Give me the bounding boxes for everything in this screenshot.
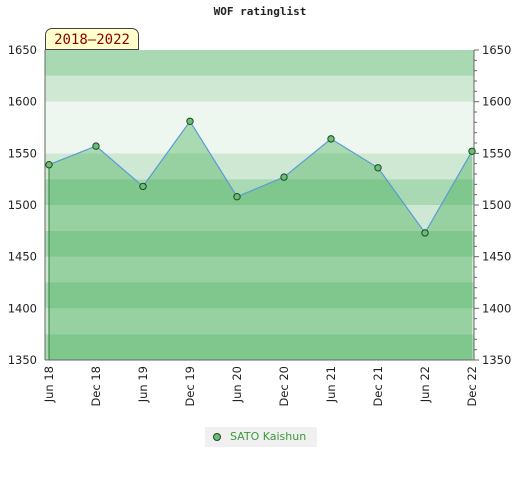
y-tick-label: 1600 bbox=[482, 95, 511, 109]
data-point[interactable] bbox=[327, 135, 335, 143]
y-tick-label: 1650 bbox=[482, 43, 511, 57]
chart-title: WOF ratinglist bbox=[213, 5, 307, 18]
data-point[interactable] bbox=[374, 164, 382, 172]
background-band bbox=[45, 230, 474, 257]
background-band bbox=[45, 256, 474, 283]
x-tick-label: Dec 19 bbox=[183, 366, 197, 407]
legend[interactable]: SATO Kaishun bbox=[205, 427, 317, 447]
x-tick-label: Jun 21 bbox=[324, 366, 338, 403]
background-band bbox=[45, 334, 474, 360]
background-band bbox=[45, 205, 474, 231]
background-band bbox=[45, 179, 474, 205]
y-tick-label: 1550 bbox=[8, 146, 37, 160]
background-band bbox=[45, 308, 474, 335]
x-tick-label: Dec 22 bbox=[465, 366, 479, 407]
x-tick-label: Jun 18 bbox=[42, 366, 56, 403]
x-tick-label: Dec 20 bbox=[277, 366, 291, 407]
x-tick-label: Dec 18 bbox=[89, 366, 103, 407]
data-point[interactable] bbox=[468, 147, 476, 155]
y-tick-label: 1450 bbox=[482, 250, 511, 264]
axes-layer bbox=[44, 49, 479, 361]
data-point[interactable] bbox=[280, 173, 288, 181]
data-point[interactable] bbox=[92, 142, 100, 150]
y-tick-label: 1550 bbox=[482, 146, 511, 160]
series-area-fill bbox=[49, 121, 472, 360]
y-tick-label: 1350 bbox=[482, 353, 511, 367]
x-tick-label: Jun 20 bbox=[230, 366, 244, 403]
area-fill-layer bbox=[49, 121, 472, 360]
background-band bbox=[45, 153, 474, 180]
background-band bbox=[45, 127, 474, 154]
y-tick-label: 1400 bbox=[8, 301, 37, 315]
data-point[interactable] bbox=[421, 229, 429, 237]
background-band bbox=[45, 101, 474, 128]
data-point[interactable] bbox=[233, 193, 241, 201]
y-tick-label: 1400 bbox=[482, 301, 511, 315]
y-tick-labels-left: 1350 1400 1450 1500 1550 1600 1650 bbox=[8, 43, 37, 367]
y-tick-label: 1450 bbox=[8, 250, 37, 264]
period-badge: 2018–2022 bbox=[45, 28, 139, 50]
y-tick-label: 1350 bbox=[8, 353, 37, 367]
y-tick-label: 1650 bbox=[8, 43, 37, 57]
x-tick-label: Jun 19 bbox=[136, 366, 150, 403]
x-tick-label: Dec 21 bbox=[371, 366, 385, 407]
y-tick-labels-right: 1350 1400 1450 1500 1550 1600 1650 bbox=[482, 43, 511, 367]
legend-marker-icon bbox=[213, 433, 221, 441]
x-tick-labels: Jun 18 Dec 18 Jun 19 Dec 19 Jun 20 Dec 20 Jun … bbox=[42, 366, 479, 407]
y-tick-label: 1600 bbox=[8, 95, 37, 109]
y-tick-label: 1500 bbox=[8, 198, 37, 212]
legend-label: SATO Kaishun bbox=[230, 430, 307, 443]
data-point[interactable] bbox=[139, 182, 147, 191]
data-point[interactable] bbox=[45, 161, 53, 169]
data-point[interactable] bbox=[186, 117, 194, 126]
series-line bbox=[48, 120, 473, 235]
background-band bbox=[45, 50, 474, 76]
x-tick-label: Jun 22 bbox=[418, 366, 432, 403]
series-layer bbox=[45, 117, 476, 360]
background-band bbox=[45, 75, 474, 102]
y-tick-label: 1500 bbox=[482, 198, 511, 212]
background-bands bbox=[45, 50, 474, 360]
background-band bbox=[45, 282, 474, 309]
